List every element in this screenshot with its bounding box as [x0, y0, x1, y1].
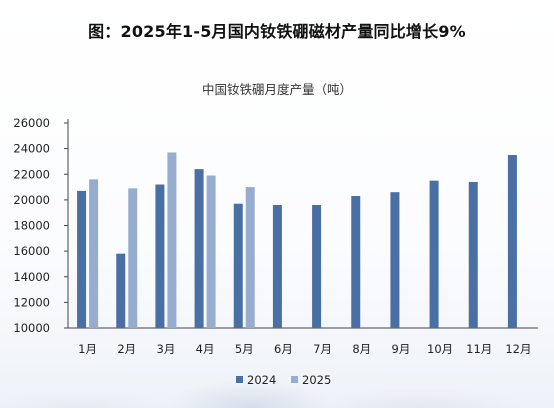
legend-label-2025: 2025: [302, 373, 331, 387]
bar-2024-3: [155, 184, 165, 328]
x-tick-label: 10月: [427, 342, 453, 356]
y-tick-label: 14000: [13, 270, 50, 284]
bar-2024-10: [429, 180, 439, 328]
bar-2025-3: [167, 152, 177, 328]
bar-2024-4: [194, 169, 204, 328]
y-tick-label: 12000: [13, 295, 50, 309]
y-tick-label: 18000: [13, 219, 50, 233]
x-axis: 1月 2月 3月 4月 5月 6月 7月 8月 9月 10月 11月 12月: [68, 327, 538, 356]
x-tick-label: 5月: [235, 342, 254, 356]
y-tick-label: 24000: [13, 142, 50, 156]
x-tick-label: 7月: [313, 342, 332, 356]
x-tick-label: 9月: [392, 342, 411, 356]
x-tick-label: 8月: [352, 342, 371, 356]
bar-2025-5: [245, 187, 255, 328]
bar-2024-7: [312, 205, 322, 328]
x-tick-label: 4月: [196, 342, 215, 356]
bars: [77, 152, 517, 328]
x-tick-label: 3月: [157, 342, 176, 356]
bar-2024-9: [390, 192, 400, 328]
chart-title: 中国钕铁硼月度产量（吨）: [201, 82, 352, 97]
bar-2025-2: [128, 188, 138, 328]
bar-2024-2: [116, 253, 126, 328]
background-mist: [0, 338, 554, 408]
x-tick-label: 12月: [505, 342, 531, 356]
page-title: 图：2025年1-5月国内钕铁硼磁材产量同比增长9%: [88, 22, 466, 41]
x-tick-label: 11月: [466, 342, 492, 356]
legend-swatch-2024: [236, 376, 243, 383]
bar-2024-5: [233, 203, 243, 328]
bar-2025-1: [89, 179, 99, 328]
y-axis: 10000 12000 14000 16000 18000 20000 22000 24000…: [13, 116, 69, 335]
y-tick-label: 10000: [13, 321, 50, 335]
y-tick-label: 16000: [13, 244, 50, 258]
bar-2024-11: [468, 181, 478, 328]
legend: 2024 2025: [236, 373, 331, 387]
x-tick-label: 6月: [274, 342, 293, 356]
y-tick-label: 20000: [13, 193, 50, 207]
x-tick-label: 2月: [117, 342, 136, 356]
bar-2024-8: [351, 196, 361, 328]
x-tick-label: 1月: [78, 342, 97, 356]
y-tick-label: 26000: [13, 116, 50, 130]
bar-2024-1: [77, 190, 87, 328]
legend-swatch-2025: [291, 376, 298, 383]
bar-2024-12: [507, 155, 517, 328]
bar-2025-4: [206, 175, 216, 328]
bar-2024-6: [272, 205, 282, 328]
legend-label-2024: 2024: [247, 373, 276, 387]
y-tick-label: 22000: [13, 167, 50, 181]
